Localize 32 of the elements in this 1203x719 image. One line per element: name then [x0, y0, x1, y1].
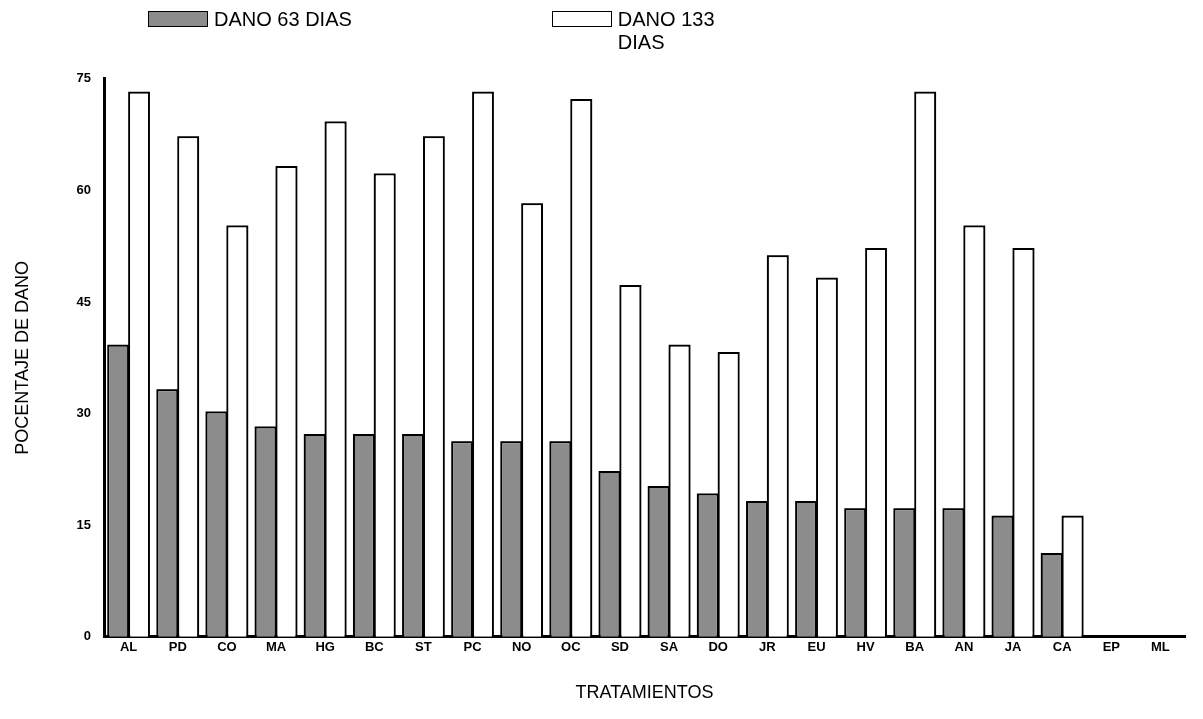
x-tick-label: MA [265, 639, 287, 655]
y-tick-label: 60 [76, 181, 92, 197]
x-tick-label: JR [759, 639, 777, 655]
x-tick-label: SA [660, 639, 679, 655]
x-tick-label: AN [954, 639, 974, 655]
x-tick-label: HV [856, 639, 875, 655]
x-tick-label: EP [1102, 639, 1121, 655]
x-tick-label: ST [415, 639, 432, 655]
text: DANO 133 DIAS [617, 8, 716, 54]
x-tick-label: JA [1004, 639, 1022, 655]
x-tick-label: PC [463, 639, 483, 655]
x-tick-label: EU [807, 639, 826, 655]
x-tick-label: CO [217, 639, 237, 655]
y-axis-title: POCENTAJE DE DANO [11, 260, 32, 455]
x-tick-label: OC [561, 639, 582, 655]
x-tick-label: ML [1151, 639, 1170, 655]
x-tick-label: HG [315, 639, 335, 655]
x-tick-label: CA [1052, 639, 1073, 655]
y-tick-label: 45 [76, 293, 92, 309]
y-tick-label: 75 [76, 70, 92, 86]
legend-label: DANO 63 DIAS [214, 8, 352, 31]
x-tick-label: SD [610, 639, 629, 655]
x-tick-label: PD [168, 639, 187, 655]
y-tick-label: 15 [76, 516, 92, 532]
y-tick-label: 0 [83, 628, 92, 644]
x-axis-title: TRATAMIENTOS [575, 682, 714, 703]
x-tick-label: AL [119, 639, 138, 655]
x-tick-label: NO [511, 639, 532, 655]
x-tick-label: DO [708, 639, 728, 655]
x-tick-label: BC [364, 639, 385, 655]
y-tick-label: 30 [76, 405, 92, 421]
x-tick-label: BA [905, 639, 925, 655]
